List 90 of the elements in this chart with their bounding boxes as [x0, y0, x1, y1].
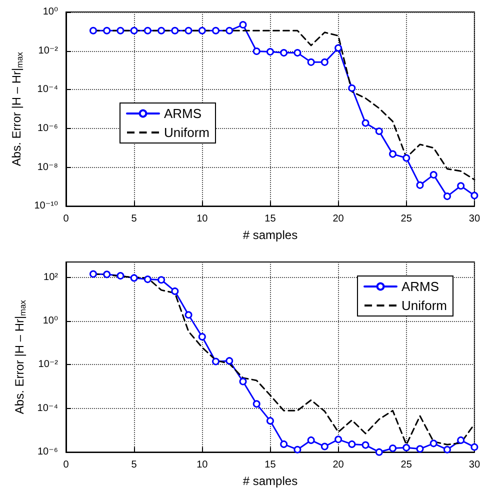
- x-tick-label: 15: [264, 460, 276, 471]
- point: [198, 26, 206, 34]
- point: [320, 442, 328, 450]
- point: [198, 332, 206, 340]
- x-tick-label: 20: [332, 460, 344, 471]
- x-tick-label: 5: [131, 460, 138, 471]
- point: [184, 311, 192, 319]
- point: [144, 276, 152, 284]
- point: [130, 274, 138, 282]
- x-axis-title: # samples: [242, 228, 298, 242]
- y-tick-label: 10⁰: [42, 6, 58, 18]
- x-tick-label: 0: [63, 460, 70, 471]
- point: [307, 58, 315, 66]
- y-tick-label: 10²: [44, 272, 59, 283]
- point: [239, 378, 247, 386]
- y-axis-title: Abs. Error |H – Hr|max: [12, 299, 28, 414]
- legend-label: ARMS: [164, 106, 202, 121]
- x-tick-label: 25: [400, 214, 412, 225]
- y-tick-label: 10⁻²: [38, 359, 59, 370]
- y-tick-label: 10⁻²: [38, 45, 59, 56]
- y-tick-label: 10⁻⁴: [37, 84, 58, 96]
- x-tick-label: 25: [400, 460, 412, 471]
- point: [389, 150, 396, 158]
- point: [320, 58, 328, 66]
- point: [430, 440, 438, 448]
- point: [416, 445, 424, 453]
- point: [280, 49, 288, 57]
- x-tick-label: 10: [196, 460, 208, 471]
- point: [470, 192, 478, 200]
- y-tick-label: 10⁻¹⁰: [34, 200, 58, 212]
- point: [402, 154, 410, 162]
- point: [416, 181, 424, 189]
- x-tick-label: 30: [468, 460, 480, 471]
- point: [116, 272, 124, 280]
- point: [184, 26, 192, 34]
- point: [307, 436, 315, 444]
- point: [266, 417, 274, 425]
- x-tick-label: 15: [264, 214, 276, 225]
- point: [375, 127, 383, 135]
- point: [280, 440, 288, 448]
- point: [130, 26, 138, 34]
- point: [144, 26, 152, 34]
- point: [294, 49, 302, 57]
- point: [457, 182, 465, 190]
- point: [266, 48, 274, 56]
- y-tick-label: 10⁻⁴: [37, 402, 58, 414]
- y-axis-title: Abs. Error |H – Hr|max: [9, 51, 24, 166]
- point: [348, 84, 356, 92]
- point: [334, 436, 342, 444]
- legend-label: Uniform: [401, 298, 448, 313]
- point: [389, 444, 396, 452]
- y-tick-label: 10⁻⁸: [37, 162, 58, 173]
- x-tick-label: 10: [196, 214, 208, 225]
- point: [402, 444, 410, 452]
- point: [348, 440, 356, 448]
- point: [103, 26, 111, 34]
- point: [103, 270, 111, 278]
- point: [252, 48, 260, 55]
- x-tick-label: 5: [131, 214, 138, 225]
- point: [294, 446, 302, 454]
- y-tick-label: 10⁰: [42, 315, 58, 326]
- point: [430, 171, 438, 179]
- point: [252, 400, 260, 408]
- point: [375, 448, 383, 456]
- point: [158, 26, 166, 34]
- y-tick-label: 10⁻⁶: [37, 122, 58, 134]
- point: [171, 287, 179, 295]
- point: [212, 26, 220, 34]
- point: [362, 441, 370, 449]
- x-tick-label: 0: [63, 214, 70, 225]
- point: [226, 357, 234, 365]
- point: [89, 270, 97, 278]
- point: [158, 276, 166, 284]
- point: [116, 26, 124, 34]
- y-tick-label: 10⁻⁶: [37, 446, 58, 458]
- point: [443, 192, 451, 200]
- point: [239, 21, 247, 29]
- point: [457, 436, 465, 444]
- legend-label: Uniform: [164, 125, 210, 140]
- legend-label: ARMS: [401, 279, 440, 294]
- point: [212, 358, 220, 366]
- point: [89, 26, 97, 34]
- point: [362, 119, 370, 127]
- point: [226, 26, 234, 34]
- x-tick-label: 20: [332, 214, 344, 225]
- x-axis-title: # samples: [242, 474, 298, 488]
- point: [171, 26, 179, 34]
- point: [443, 446, 451, 454]
- point: [334, 44, 342, 52]
- x-tick-label: 30: [468, 214, 480, 225]
